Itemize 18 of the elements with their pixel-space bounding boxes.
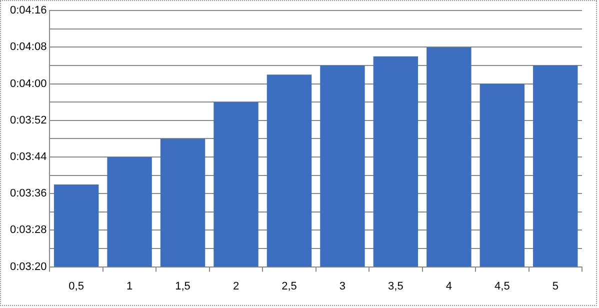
- y-tick-label: 0:03:44: [10, 151, 47, 164]
- x-tick-label: 1: [126, 280, 133, 292]
- x-tick-label: 4: [446, 280, 452, 292]
- y-tick-label: 0:03:36: [10, 188, 47, 200]
- x-tick-label: 3: [339, 280, 346, 292]
- x-tick-label: 3,5: [388, 280, 404, 292]
- y-tick-label: 0:04:00: [10, 78, 47, 90]
- x-tick-label: 1,5: [175, 280, 190, 292]
- x-tick-label: 0,5: [68, 280, 84, 292]
- x-tick-label: 4,5: [494, 280, 510, 292]
- y-tick-label: 0:03:52: [10, 114, 47, 126]
- y-tick-label: 0:04:16: [10, 4, 47, 17]
- x-tick-label: 5: [552, 280, 558, 292]
- y-tick-label: 0:03:20: [10, 260, 47, 273]
- y-tick-label: 0:04:08: [10, 41, 47, 54]
- x-tick-label: 2,5: [282, 280, 297, 292]
- x-tick-label: 2: [232, 280, 240, 292]
- y-tick-label: 0:03:28: [10, 224, 47, 236]
